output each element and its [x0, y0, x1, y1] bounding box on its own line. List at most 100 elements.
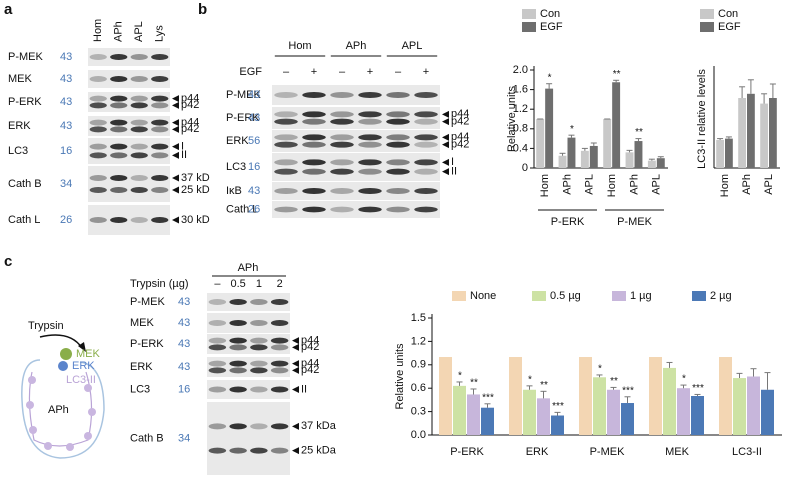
- band: [208, 447, 227, 454]
- band: [250, 344, 268, 351]
- bar: [589, 145, 598, 168]
- band-label: II: [301, 383, 307, 395]
- blot-strip: [272, 85, 440, 105]
- blot-strip: [88, 138, 170, 164]
- group-label: P-ERK: [551, 216, 585, 228]
- mw-marker: 43: [178, 338, 190, 350]
- band: [208, 299, 227, 305]
- band: [250, 320, 268, 326]
- band-label: 25 kDa: [301, 445, 337, 457]
- x-tick-label: ERK: [526, 446, 549, 458]
- band: [414, 188, 438, 194]
- diagram-label: ERK: [72, 360, 95, 372]
- band-label: p44: [181, 117, 199, 129]
- blot-strip: [272, 130, 440, 152]
- band: [302, 188, 326, 194]
- band: [274, 118, 298, 125]
- band: [208, 386, 227, 393]
- band: [386, 92, 410, 98]
- legend-swatch: [700, 9, 714, 19]
- y-axis-label: LC3-II relative levels: [696, 69, 708, 169]
- row-label: MEK: [8, 73, 33, 85]
- y-tick-label: 0.6: [411, 382, 426, 394]
- band: [151, 119, 169, 126]
- blot-strip: [207, 402, 290, 475]
- band-label: p44: [451, 108, 469, 120]
- y-tick-label: 0.4: [513, 142, 528, 154]
- band: [358, 206, 382, 213]
- lane-label: +: [311, 66, 317, 78]
- bar: [567, 137, 576, 168]
- blot-strip: [88, 166, 170, 202]
- blot-strip: [207, 313, 290, 333]
- arrow: [442, 141, 449, 149]
- band: [208, 360, 227, 367]
- y-axis-label: Relative units: [506, 85, 518, 152]
- bar: [481, 407, 494, 435]
- band: [151, 217, 169, 223]
- band: [151, 126, 169, 133]
- blot-strip: [272, 182, 440, 200]
- significance: ***: [482, 392, 494, 403]
- band: [270, 386, 289, 393]
- band: [130, 126, 148, 133]
- significance: **: [613, 69, 621, 80]
- row-label: Cath B: [8, 178, 42, 190]
- band: [270, 344, 289, 351]
- x-tick-label: Hom: [606, 174, 618, 197]
- band: [302, 159, 326, 166]
- diagram: Trypsin MEK ERK APh LC3-II: [21, 320, 105, 459]
- lane-label: 1: [256, 278, 262, 290]
- bar: [612, 82, 621, 168]
- bar: [545, 88, 554, 168]
- lc3-dot: [84, 384, 92, 392]
- blot-strip: [207, 334, 290, 354]
- row-label: Cath B: [130, 432, 164, 444]
- band: [330, 206, 354, 213]
- blot-strip: [207, 357, 290, 377]
- band: [110, 54, 128, 60]
- band: [414, 118, 438, 125]
- band: [414, 206, 438, 213]
- arrow: [292, 337, 299, 345]
- band: [89, 152, 107, 159]
- band: [330, 159, 354, 166]
- arrowhead: [78, 342, 86, 352]
- x-tick-label: APL: [584, 174, 596, 195]
- significance: **: [470, 378, 478, 389]
- mw-marker: 34: [178, 432, 190, 444]
- x-tick-label: APh: [628, 174, 640, 195]
- row-label: ERK: [8, 120, 31, 132]
- band: [274, 206, 298, 213]
- band-label: p42: [301, 341, 319, 353]
- lane-label: +: [423, 66, 429, 78]
- band-label: p42: [451, 139, 469, 151]
- band: [250, 337, 268, 344]
- band: [386, 118, 410, 125]
- arrow: [172, 174, 179, 182]
- band-label: 37 kD: [181, 172, 210, 184]
- y-axis-label: Relative units: [394, 343, 406, 410]
- band: [229, 320, 247, 326]
- bar: [647, 160, 656, 168]
- blot-title: APh: [238, 262, 259, 274]
- mw-marker: 43: [60, 51, 72, 63]
- band: [302, 118, 326, 125]
- arrow: [172, 186, 179, 194]
- legend-label: EGF: [718, 21, 741, 33]
- band-label: p44: [181, 93, 199, 105]
- arrow: [292, 366, 299, 374]
- band: [358, 159, 382, 166]
- significance: ***: [692, 383, 704, 394]
- legend-swatch: [692, 291, 706, 301]
- band: [274, 134, 298, 141]
- arrow: [172, 216, 179, 224]
- band: [358, 168, 382, 175]
- band: [89, 126, 107, 133]
- band: [414, 168, 438, 175]
- bar: [691, 396, 704, 435]
- x-tick-label: APh: [741, 174, 753, 195]
- row-label: LC3: [226, 161, 246, 173]
- band: [274, 168, 298, 175]
- bar: [769, 98, 777, 168]
